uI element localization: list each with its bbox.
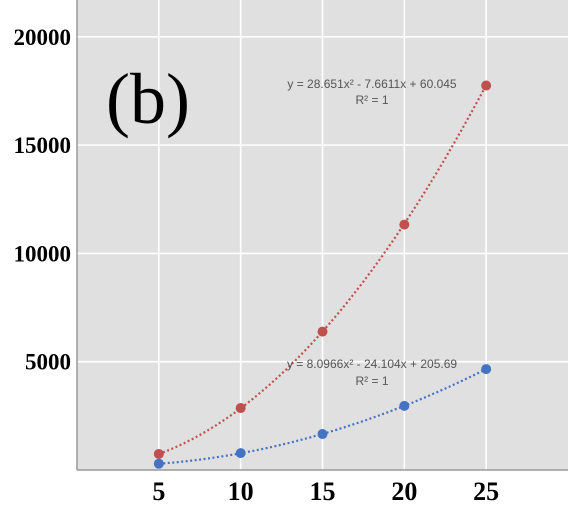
gridlines	[77, 0, 568, 470]
data-point	[317, 429, 328, 440]
data-point	[153, 458, 164, 469]
data-point	[399, 219, 410, 230]
y-tick-label: 15000	[14, 133, 72, 158]
x-tick-label: 10	[228, 477, 254, 506]
x-tick-label: 20	[391, 477, 417, 506]
trendline-r-squared: R² = 1	[355, 93, 388, 107]
y-tick-label: 20000	[14, 25, 72, 50]
data-point	[153, 448, 164, 459]
data-point	[317, 326, 328, 337]
trendline-1	[158, 84, 488, 456]
data-point	[481, 80, 492, 91]
y-tick-labels: 5000 10000 15000 20000	[14, 25, 72, 375]
trendline-r-squared: R² = 1	[355, 374, 388, 388]
axes	[76, 0, 568, 471]
x-tick-label: 25	[473, 477, 499, 506]
trendline-equation: y = 28.651x² - 7.6611x + 60.045	[287, 77, 457, 91]
data-point	[399, 400, 410, 411]
y-tick-label: 5000	[25, 350, 71, 375]
x-tick-labels: 5 10 15 20 25	[152, 477, 499, 506]
data-point	[481, 364, 492, 375]
data-points	[153, 80, 492, 469]
data-point	[235, 448, 246, 459]
panel-label: (b)	[106, 59, 190, 139]
data-point	[235, 403, 246, 414]
trendline-equation: y = 8.0966x² - 24.104x + 205.69	[287, 357, 457, 371]
y-tick-label: 10000	[14, 241, 72, 266]
x-tick-label: 5	[152, 477, 165, 506]
trendline-equations: y = 28.651x² - 7.6611x + 60.045 R² = 1 y =…	[287, 77, 457, 388]
x-tick-label: 15	[310, 477, 336, 506]
